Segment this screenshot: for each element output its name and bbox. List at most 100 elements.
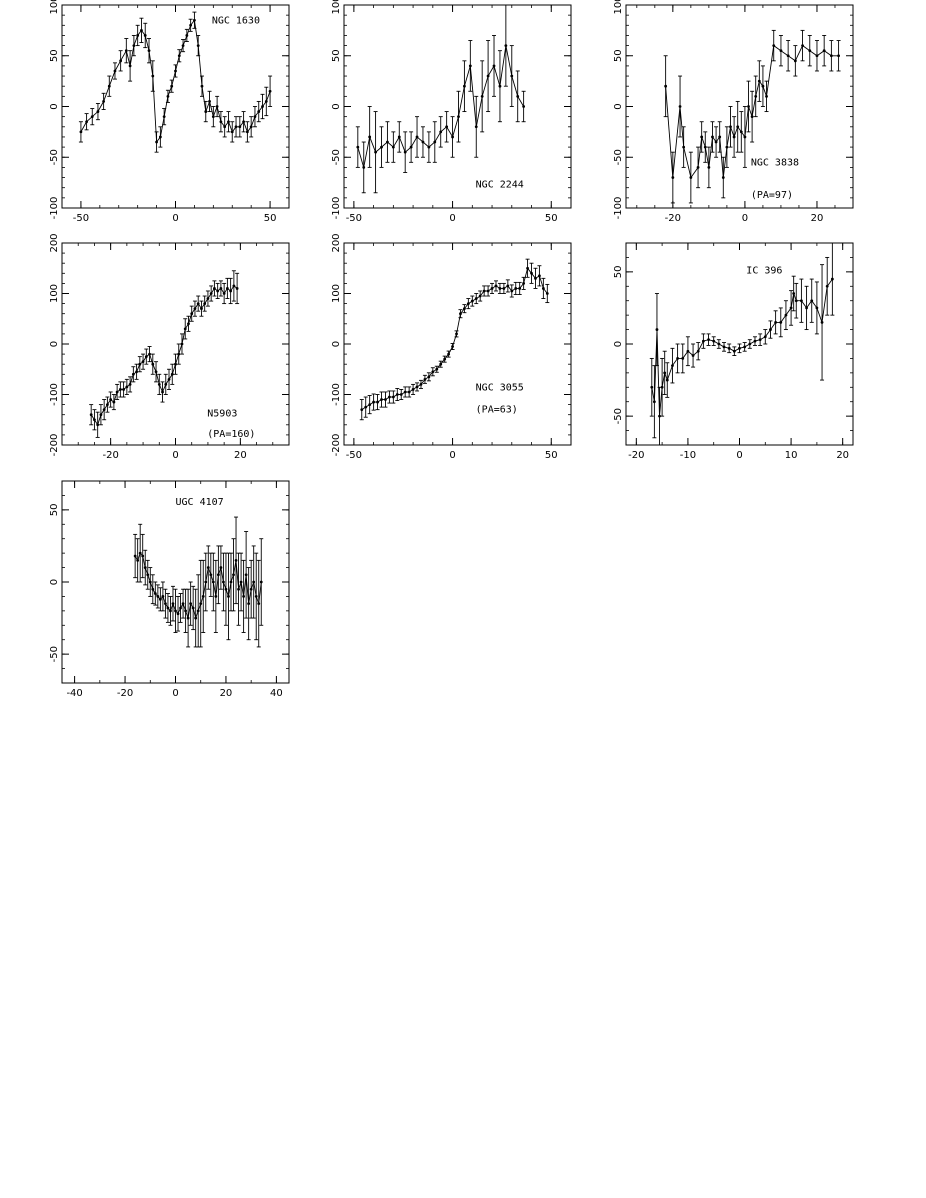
plot-frame (343, 4, 572, 209)
data-point (204, 580, 208, 584)
data-point (170, 372, 174, 376)
data-point (169, 609, 172, 613)
data-point (219, 287, 223, 290)
data-point (183, 327, 187, 331)
panel-label: NGC 2244 (476, 180, 524, 191)
data-point (257, 602, 261, 606)
data-point (815, 54, 819, 58)
data-point (470, 299, 474, 303)
data-point (167, 377, 171, 381)
data-point (658, 414, 661, 418)
data-point (148, 352, 151, 356)
data-point (119, 59, 123, 63)
data-point (196, 302, 200, 305)
data-point (193, 307, 197, 311)
data-point (234, 125, 238, 129)
x-tick-label: 20 (234, 450, 247, 461)
x-tick-label: 50 (545, 213, 558, 224)
data-point (144, 355, 148, 359)
data-point (140, 28, 143, 32)
data-point (96, 423, 100, 427)
x-tick-label: -20 (117, 688, 133, 699)
data-point (439, 130, 443, 134)
data-point (222, 580, 225, 584)
data-point (725, 145, 729, 149)
data-point (468, 64, 472, 68)
data-point (166, 606, 170, 610)
x-tick-label: 20 (220, 688, 233, 699)
data-point (245, 130, 249, 134)
x-tick-label: 0 (172, 450, 178, 461)
data-point (494, 284, 498, 288)
data-point (447, 352, 451, 356)
data-point (395, 393, 399, 396)
data-point (193, 18, 196, 22)
data-point (223, 125, 227, 129)
data-point (510, 74, 514, 78)
data-point (190, 312, 194, 316)
data-point (229, 289, 233, 293)
y-tick-label: -200 (49, 434, 60, 457)
x-tick-label: 0 (736, 450, 742, 461)
data-point (801, 44, 804, 47)
data-point (206, 566, 210, 569)
panel-label: (PA=160) (207, 429, 255, 440)
data-point (403, 150, 407, 154)
data-point (478, 294, 482, 298)
data-point (676, 357, 679, 360)
y-tick-label: -100 (331, 197, 342, 220)
data-point (678, 105, 682, 108)
data-point (242, 595, 246, 598)
data-point (186, 616, 190, 620)
data-point (466, 302, 470, 305)
data-point (253, 115, 257, 119)
panel-7: -40 -20 0 20 40 -50 0 50 UGC 4107 (49, 480, 290, 699)
data-point (754, 94, 758, 98)
data-point (399, 393, 403, 396)
y-tick-label: 50 (613, 49, 624, 62)
data-point (743, 135, 747, 139)
data-point (268, 89, 272, 93)
data-point (90, 115, 94, 119)
data-point (712, 339, 716, 343)
data-point (707, 338, 710, 342)
y-tick-label: -100 (49, 197, 60, 220)
data-point (689, 176, 693, 179)
data-point (482, 289, 486, 293)
data-point (671, 364, 674, 368)
data-point (177, 352, 181, 356)
data-point (204, 110, 208, 113)
data-point (214, 595, 218, 598)
data-point (757, 79, 761, 83)
data-point (213, 287, 216, 290)
panel-3: -20 0 20 -100 -50 0 50 100 NGC 3838 (PA=97) (613, 0, 854, 224)
data-point (696, 349, 700, 353)
plot-frame (61, 242, 290, 446)
data-point (455, 332, 458, 336)
data-point (415, 385, 419, 389)
y-tick-label: 100 (331, 0, 342, 15)
data-point (774, 320, 778, 324)
data-point (151, 74, 155, 78)
data-point (96, 110, 100, 113)
y-tick-label: 0 (613, 103, 624, 109)
data-point (232, 573, 235, 577)
data-point (143, 566, 147, 569)
x-tick-label: -40 (66, 688, 82, 699)
data-point (423, 377, 427, 381)
data-point (179, 606, 182, 610)
data-point (155, 140, 158, 144)
data-point (374, 150, 377, 154)
x-tick-label: 0 (172, 688, 178, 699)
data-point (686, 349, 690, 353)
x-tick-label: -20 (665, 213, 681, 224)
data-point (125, 385, 129, 389)
panel-label: IC 396 (746, 265, 782, 276)
data-point (427, 145, 431, 149)
data-point (222, 292, 226, 295)
data-point (102, 100, 106, 103)
data-point (758, 338, 762, 342)
data-point (99, 413, 103, 417)
data-point (753, 339, 757, 343)
data-point (474, 297, 478, 300)
